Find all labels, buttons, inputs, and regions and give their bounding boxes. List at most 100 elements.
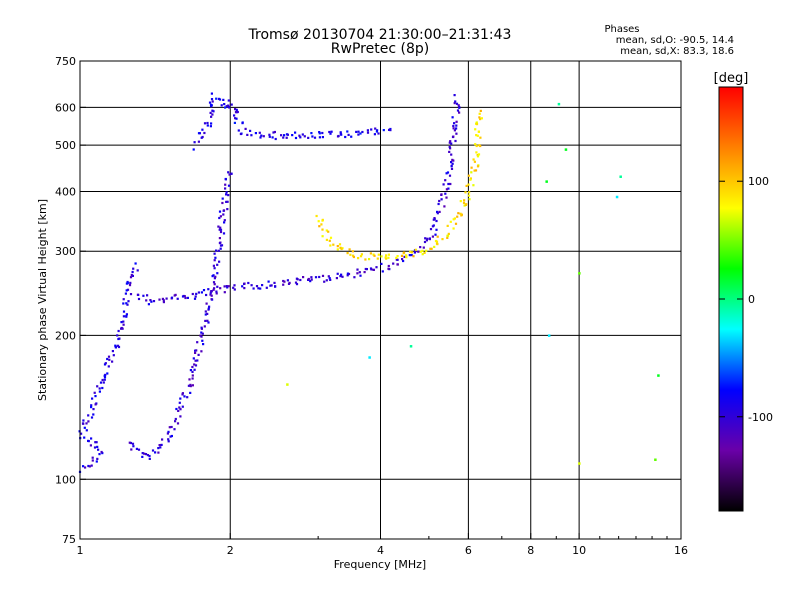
data-point xyxy=(458,106,461,109)
data-point xyxy=(157,451,160,454)
data-point xyxy=(352,254,355,257)
data-point xyxy=(111,360,114,363)
data-point xyxy=(261,284,264,287)
data-point xyxy=(380,255,383,258)
colorbar-tick-label: -100 xyxy=(748,411,773,424)
x-tick-label: 6 xyxy=(465,544,472,557)
data-point xyxy=(106,372,109,375)
data-point xyxy=(215,290,218,293)
data-point xyxy=(385,254,388,257)
data-point xyxy=(387,253,390,256)
colorbar-ticks: 100 0 -100 xyxy=(719,175,773,424)
data-point xyxy=(149,299,152,302)
data-point xyxy=(447,182,450,186)
data-point xyxy=(462,201,466,204)
data-point xyxy=(213,277,216,280)
data-point xyxy=(442,183,445,186)
data-point xyxy=(356,268,359,271)
data-point xyxy=(219,215,222,218)
data-point xyxy=(423,251,426,254)
data-point xyxy=(97,448,100,451)
data-point xyxy=(211,100,214,103)
data-point xyxy=(148,457,151,460)
data-point xyxy=(176,422,180,425)
data-point xyxy=(130,273,133,277)
data-point xyxy=(473,169,476,172)
data-point xyxy=(218,237,221,240)
data-point xyxy=(82,465,85,468)
data-point xyxy=(396,263,399,266)
data-point xyxy=(221,197,224,200)
data-point xyxy=(162,299,165,302)
data-point xyxy=(205,293,208,297)
data-point xyxy=(87,440,90,443)
data-point xyxy=(286,279,289,282)
data-point xyxy=(213,259,216,262)
data-point xyxy=(452,218,455,221)
data-point xyxy=(227,184,231,187)
data-point xyxy=(431,225,434,228)
data-point xyxy=(234,111,238,114)
data-point xyxy=(280,134,283,137)
data-point xyxy=(193,297,197,300)
data-point xyxy=(373,254,376,257)
data-point xyxy=(159,446,162,449)
data-point xyxy=(246,133,249,136)
data-point xyxy=(453,217,456,220)
data-point xyxy=(357,133,360,136)
data-point xyxy=(103,374,106,377)
data-point xyxy=(295,277,298,280)
data-point xyxy=(267,280,270,283)
data-point xyxy=(130,448,133,451)
data-point xyxy=(446,224,449,227)
data-point xyxy=(192,148,195,151)
data-point xyxy=(450,165,453,168)
data-point xyxy=(141,455,144,458)
data-point xyxy=(436,235,439,238)
data-point xyxy=(233,284,236,287)
data-point xyxy=(201,339,204,342)
data-point xyxy=(426,237,429,240)
data-point xyxy=(370,268,373,271)
data-point xyxy=(447,232,450,235)
data-point xyxy=(162,301,165,304)
data-point xyxy=(329,236,333,239)
data-point xyxy=(321,136,324,139)
data-point xyxy=(387,264,390,268)
data-point xyxy=(429,247,432,250)
data-point xyxy=(433,245,436,248)
data-point xyxy=(307,277,310,281)
data-point xyxy=(564,148,568,151)
data-point xyxy=(318,136,321,139)
data-point xyxy=(91,456,94,459)
data-point xyxy=(414,248,417,251)
data-point xyxy=(165,297,168,300)
data-point xyxy=(329,132,332,135)
data-point xyxy=(219,247,222,250)
data-point xyxy=(241,285,244,288)
data-point xyxy=(249,129,252,132)
data-point xyxy=(142,294,145,297)
data-point xyxy=(578,462,581,465)
data-point xyxy=(282,283,285,286)
data-point xyxy=(179,408,182,411)
data-point xyxy=(183,295,186,298)
phase-colorbar: [deg] 100 0 -100 xyxy=(714,71,773,512)
data-point xyxy=(90,464,93,467)
data-point xyxy=(225,105,228,108)
data-point xyxy=(197,353,200,356)
data-point xyxy=(219,228,223,231)
data-point xyxy=(298,134,301,137)
data-point xyxy=(223,285,226,288)
data-point xyxy=(301,133,304,136)
data-point xyxy=(329,278,332,281)
data-point xyxy=(201,332,204,335)
data-point xyxy=(103,378,106,381)
data-point xyxy=(218,260,221,263)
data-point xyxy=(346,252,349,255)
data-point xyxy=(287,282,291,285)
data-point xyxy=(373,133,376,136)
data-point xyxy=(350,135,353,138)
data-point xyxy=(85,429,88,432)
data-point xyxy=(218,228,221,231)
